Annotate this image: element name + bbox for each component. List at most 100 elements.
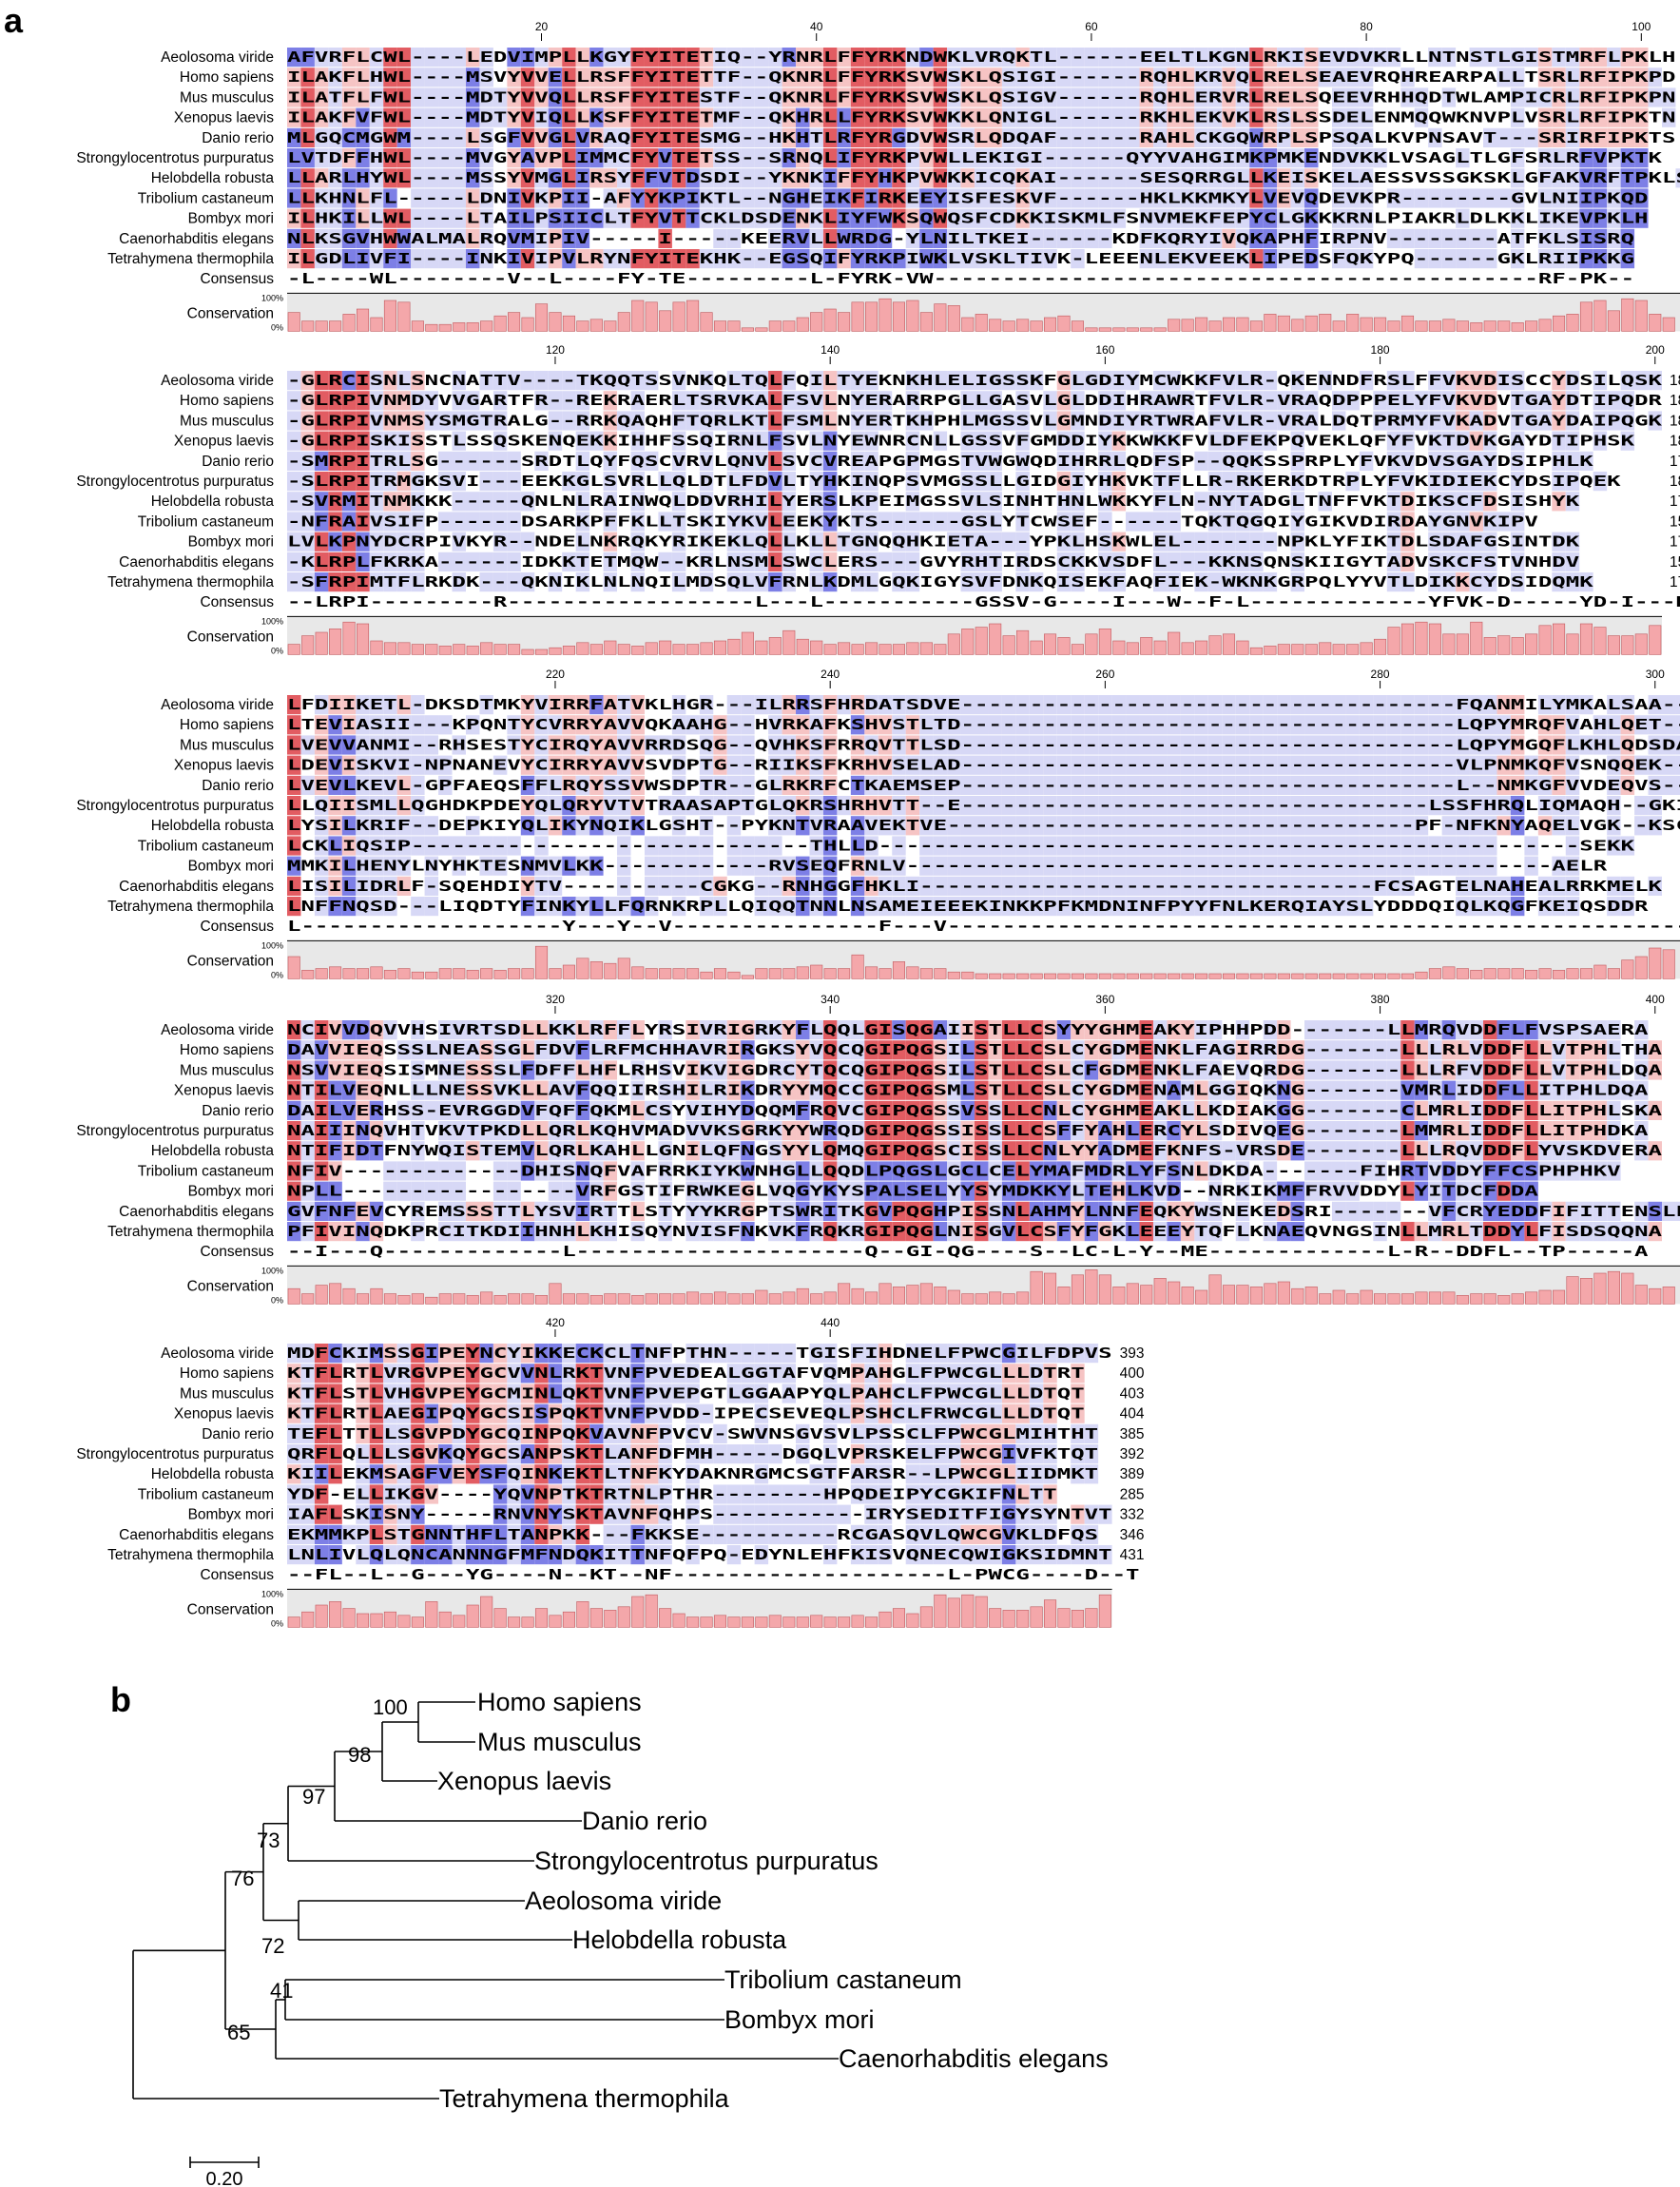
residue-cell — [1056, 168, 1072, 188]
residue-cell — [919, 68, 934, 87]
residue-cell — [1414, 228, 1429, 248]
residue-cell — [1565, 148, 1580, 168]
residue-cell — [837, 168, 851, 188]
residue-cell — [726, 107, 742, 127]
sequence-row-helobdella-robusta: Helobdella robusta -SVRMITNMKKK-----QNLNL… — [151, 492, 1680, 512]
conservation-bar — [356, 968, 370, 979]
residue-cell — [1001, 107, 1016, 127]
conservation-bar — [329, 966, 342, 979]
residue-cell — [1111, 188, 1127, 208]
conservation-bar — [315, 968, 328, 979]
conservation-bar — [1346, 973, 1360, 979]
residue-cell — [1001, 168, 1016, 188]
conservation-bar — [287, 644, 300, 655]
residue-cell — [933, 48, 948, 68]
residue-cell — [671, 87, 686, 107]
conservation-bar — [562, 315, 575, 332]
residue-cell — [534, 68, 549, 87]
conservation-bar — [1456, 968, 1469, 979]
sequence-end-position: 178 — [1670, 494, 1680, 510]
residue-cell — [356, 208, 370, 228]
conservation-bar — [796, 1616, 809, 1628]
bootstrap-value: 73 — [257, 1829, 280, 1852]
residue-cell — [1483, 228, 1497, 248]
conservation-bar — [576, 958, 589, 979]
conservation-bar — [1442, 1291, 1456, 1305]
residue-cell — [1469, 48, 1484, 68]
residue-cell — [1194, 249, 1208, 269]
residue-cell — [562, 107, 576, 127]
residue-cell — [878, 48, 893, 68]
residue-cell — [1126, 168, 1140, 188]
residue-cell — [1359, 68, 1374, 87]
residue-cell — [960, 168, 975, 188]
sequence-row-strongylocentrotus-purpuratus: Strongylocentrotus purpuratus NAIIINQVHTV… — [76, 1121, 1650, 1141]
conservation-bar — [1016, 629, 1030, 655]
conservation-bar — [631, 1596, 645, 1628]
residue-cell — [713, 208, 727, 228]
residue-cell — [1400, 188, 1415, 208]
sequence-row-tetrahymena-thermophila: Tetrahymena thermophila PFIVINQDKPRCITKDI… — [107, 1222, 1663, 1242]
conservation-bar — [1456, 633, 1469, 655]
residue-cell — [1304, 168, 1319, 188]
conservation-bar — [796, 317, 809, 332]
conservation-bar — [1470, 1293, 1483, 1305]
residue-cell — [754, 188, 769, 208]
residue-cell — [507, 371, 521, 391]
residue-cell — [919, 228, 934, 248]
residue-cell — [1180, 68, 1195, 87]
residue-cell — [534, 228, 549, 248]
sequence-text: NPLL-----------------VRFGSTIFRWKEGLVQGYK… — [287, 1183, 1539, 1200]
residue-cell — [919, 168, 934, 188]
residue-cell — [905, 48, 920, 68]
residue-cell — [1579, 168, 1593, 188]
residue-cell — [1084, 68, 1099, 87]
residue-cell — [1537, 148, 1553, 168]
conservation-bar — [1553, 970, 1566, 979]
tree-tip-label: Xenopus laevis — [437, 1767, 611, 1795]
conservation-bar — [1071, 1610, 1084, 1628]
conservation-bar — [604, 962, 617, 979]
species-label: Mus musculus — [180, 413, 274, 429]
residue-cell — [850, 48, 865, 68]
residue-cell — [809, 208, 823, 228]
residue-cell — [630, 188, 645, 208]
conservation-bar — [1098, 1594, 1111, 1628]
residue-cell — [1456, 249, 1470, 269]
ruler-tick-label: 280 — [1371, 668, 1390, 681]
residue-cell — [1111, 107, 1127, 127]
residue-cell — [837, 228, 851, 248]
residue-cell — [396, 48, 412, 68]
residue-cell — [1098, 107, 1112, 127]
conservation-bar — [1662, 317, 1675, 332]
conservation-bar — [342, 621, 356, 655]
conservation-bar — [604, 320, 617, 332]
conservation-bar — [383, 1293, 396, 1305]
conservation-bar — [989, 1608, 1002, 1628]
residue-cell — [864, 107, 879, 127]
sequence-text: LVEVLKEVL-GPFAEQSFFLRQYSSVWSDPTR--GLRKRF… — [287, 777, 1680, 794]
conservation-bar — [1332, 973, 1345, 979]
residue-cell — [1249, 87, 1264, 107]
residue-cell — [960, 249, 975, 269]
conservation-bar — [1126, 642, 1139, 655]
consensus-sequence: --FL--L--G---YG----N--KT--NF------------… — [287, 1566, 1140, 1583]
residue-cell — [782, 87, 797, 107]
residue-cell — [1634, 208, 1649, 228]
conservation-bar — [1208, 635, 1222, 655]
conservation-bar — [1304, 315, 1318, 332]
residue-cell — [1167, 68, 1181, 87]
residue-cell — [562, 127, 576, 147]
conservation-bar — [1085, 1269, 1098, 1305]
conservation-bar — [1277, 973, 1290, 979]
residue-cell — [1098, 168, 1112, 188]
residue-cell — [1634, 68, 1649, 87]
conservation-bar — [604, 1293, 617, 1305]
species-label: Danio rerio — [202, 1103, 274, 1119]
residue-cell — [479, 228, 493, 248]
residue-cell — [1029, 188, 1044, 208]
residue-cell — [369, 249, 384, 269]
residue-cell — [548, 48, 563, 68]
residue-cell — [1180, 87, 1195, 107]
